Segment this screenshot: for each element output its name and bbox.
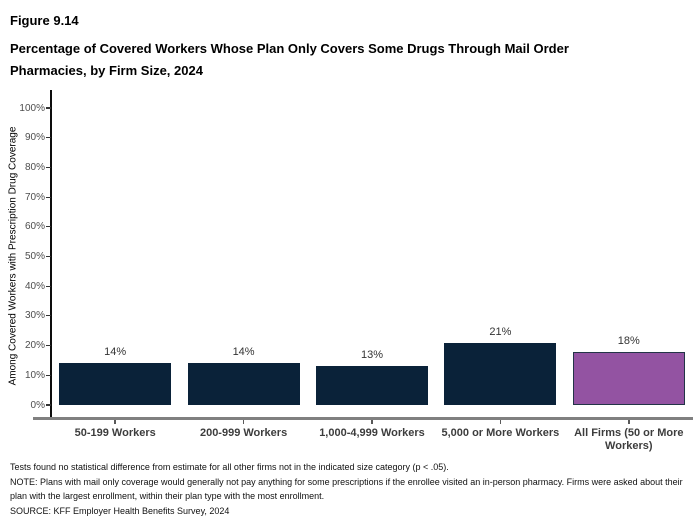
x-tick-mark: [371, 420, 373, 424]
x-category-label-line: 50-199 Workers: [74, 427, 156, 439]
x-category-label-line: 200-999 Workers: [199, 427, 288, 439]
bar-5: [572, 351, 685, 405]
y-tick-mark: [46, 166, 51, 168]
source: SOURCE: KFF Employer Health Benefits Sur…: [10, 506, 230, 517]
x-category-label: 50-199 Workers: [51, 427, 179, 440]
bar-value-label: 14%: [104, 346, 127, 359]
figure-title-line-1: Percentage of Covered Workers Whose Plan…: [10, 41, 569, 56]
y-tick-mark: [46, 226, 51, 228]
y-tick-mark: [46, 255, 51, 258]
bar-1: [59, 363, 172, 405]
y-tick-mark: [46, 374, 51, 376]
y-tick-label: 70%: [24, 191, 45, 203]
x-category-label: 200-999 Workers: [179, 427, 307, 440]
x-category-label-line: All Firms (50 or More: [574, 427, 684, 439]
y-tick-label: 100%: [19, 102, 45, 114]
bar-value-label: 18%: [617, 334, 640, 347]
x-tick-mark: [114, 420, 116, 424]
statistical-note: Tests found no statistical difference fr…: [10, 462, 449, 472]
x-category-label-line: 1,000-4,999 Workers: [319, 427, 425, 439]
x-category-label-line: 5,000 or More Workers: [441, 427, 560, 439]
x-tick-mark: [628, 420, 630, 424]
y-tick-label: 30%: [24, 310, 45, 322]
y-tick-mark: [46, 345, 51, 347]
y-tick-label: 80%: [24, 161, 45, 173]
y-tick-mark: [46, 315, 51, 317]
bar-3: [316, 366, 428, 405]
y-tick-mark: [46, 285, 51, 287]
y-tick-mark: [46, 107, 51, 109]
bar-value-label: 14%: [232, 346, 255, 359]
bar-2: [187, 363, 300, 405]
chart-header: Figure 9.14 Percentage of Covered Worker…: [10, 13, 670, 81]
x-tick-mark: [499, 420, 502, 424]
y-tick-label: 40%: [24, 280, 45, 292]
x-category-label: 1,000-4,999 Workers: [308, 427, 436, 440]
bar-4: [444, 342, 557, 405]
y-tick-mark: [46, 137, 51, 139]
x-category-label-line: Workers): [605, 440, 653, 452]
bar-value-label: 21%: [489, 325, 512, 338]
y-axis-line: [50, 90, 52, 418]
note: NOTE: Plans with mail only coverage woul…: [10, 476, 683, 502]
y-tick-mark: [46, 196, 51, 198]
bar-value-label: 13%: [360, 349, 383, 362]
footnotes: Tests found no statistical difference fr…: [10, 460, 692, 519]
y-tick-label: 50%: [24, 251, 45, 262]
y-tick-label: 60%: [24, 221, 45, 233]
x-category-label: 5,000 or More Workers: [436, 427, 564, 440]
x-tick-mark: [242, 420, 245, 424]
y-tick-label: 0%: [30, 399, 45, 411]
figure-title-line-2: Pharmacies, by Firm Size, 2024: [10, 62, 203, 78]
y-tick-mark: [46, 404, 51, 406]
y-tick-label: 90%: [24, 132, 45, 144]
x-axis-line: [33, 417, 693, 420]
y-tick-label: 20%: [24, 340, 45, 352]
x-category-label: All Firms (50 or More Workers): [565, 427, 693, 453]
y-tick-label: 10%: [24, 369, 45, 381]
figure-title: Percentage of Covered Workers Whose Plan…: [10, 38, 670, 81]
figure-number: Figure 9.14: [10, 13, 79, 28]
